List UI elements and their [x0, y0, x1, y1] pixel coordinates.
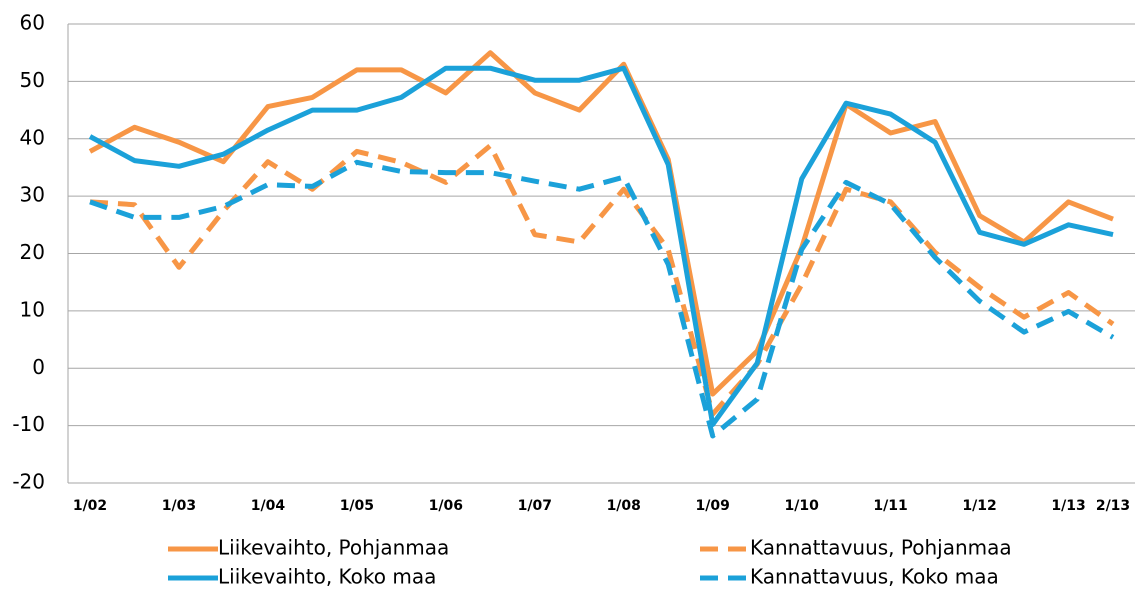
x-tick-label: 1/12: [962, 498, 996, 514]
y-tick-label: 50: [20, 68, 45, 92]
y-tick-label: -20: [12, 470, 45, 494]
x-tick-label: 1/05: [340, 498, 374, 514]
x-tick-label: 2/13: [1096, 498, 1130, 514]
series-line: [89, 159, 1115, 439]
x-tick-label: 1/02: [73, 498, 107, 514]
x-tick-label: 1/13: [1051, 498, 1085, 514]
series-line: [88, 65, 1114, 427]
x-tick-label: 1/09: [696, 498, 730, 514]
legend-label: Liikevaihto, Pohjanmaa: [218, 536, 449, 560]
x-tick-label: 1/06: [429, 498, 463, 514]
y-tick-label: 60: [20, 11, 45, 35]
x-tick-label: 1/10: [784, 498, 819, 514]
y-tick-label: 0: [32, 355, 45, 379]
legend-label: Kannattavuus, Pohjanmaa: [750, 536, 1012, 560]
y-tick-label: -10: [12, 412, 45, 436]
x-tick-label: 1/08: [607, 498, 641, 514]
y-tick-label: 10: [20, 297, 45, 321]
x-tick-label: 1/03: [162, 498, 196, 514]
legend-label: Kannattavuus, Koko maa: [750, 565, 999, 589]
x-tick-label: 1/11: [873, 498, 907, 514]
x-tick-label: 1/04: [251, 498, 286, 514]
legend-label: Liikevaihto, Koko maa: [218, 565, 436, 589]
y-tick-label: 40: [20, 125, 45, 149]
x-tick-label: 1/07: [518, 498, 552, 514]
y-tick-label: 30: [20, 183, 45, 207]
series-line: [88, 50, 1114, 397]
series-line: [89, 143, 1115, 417]
y-tick-label: 20: [20, 240, 45, 264]
